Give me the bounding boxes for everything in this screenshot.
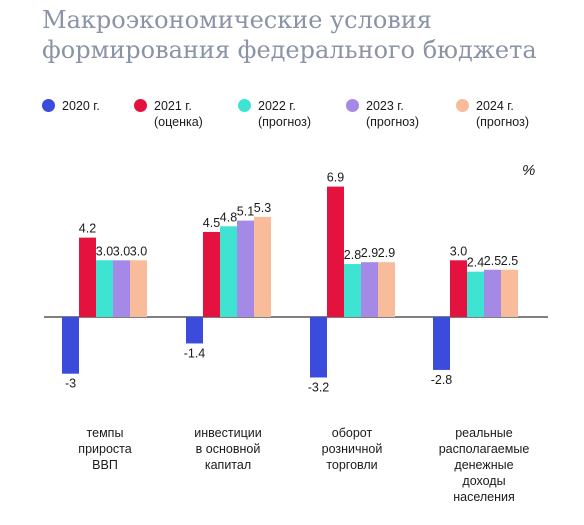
legend-label-2022: 2022 г. (прогноз): [258, 99, 312, 129]
value-label-2024-cat-0: 3.0: [130, 244, 147, 258]
value-label-2022-cat-2: 2.8: [344, 248, 361, 262]
value-label-2021-cat-1: 4.5: [203, 216, 220, 230]
bar-2022-cat-1: [220, 226, 237, 317]
bar-2021-cat-3: [450, 260, 467, 317]
bar-2024-cat-2: [378, 262, 395, 317]
category-label-3: реальные располагаемые денежные доходы н…: [438, 426, 530, 504]
value-label-2020-cat-0: -3: [65, 377, 76, 391]
value-label-2021-cat-0: 4.2: [79, 222, 96, 236]
value-label-2021-cat-3: 3.0: [450, 244, 467, 258]
bar-2022-cat-3: [467, 271, 484, 317]
legend-label-2021: 2021 г. (оценка): [154, 99, 203, 129]
bar-2021-cat-1: [203, 231, 220, 317]
value-label-2021-cat-2: 6.9: [327, 171, 344, 185]
legend-swatch-2020: [42, 99, 55, 112]
value-label-2023-cat-0: 3.0: [113, 244, 130, 258]
value-label-2022-cat-3: 2.4: [467, 256, 484, 270]
legend-label-2020: 2020 г.: [62, 99, 100, 113]
legend-swatch-2022: [238, 99, 251, 112]
bar-2023-cat-3: [484, 269, 501, 317]
unit-label: %: [522, 162, 536, 179]
category-label-0: темпы прироста ВВП: [78, 426, 132, 472]
legend-swatch-2023: [346, 99, 359, 112]
value-label-2020-cat-2: -3.2: [308, 380, 330, 394]
value-label-2023-cat-3: 2.5: [484, 254, 501, 268]
bar-2020-cat-2: [310, 317, 327, 378]
bar-2023-cat-1: [237, 220, 254, 317]
bar-2024-cat-0: [130, 260, 147, 317]
bar-2021-cat-0: [79, 237, 96, 317]
legend-swatch-2024: [456, 99, 469, 112]
chart-title: Макроэкономические условия формирования …: [42, 6, 537, 64]
legend-label-2024: 2024 г. (прогноз): [476, 99, 530, 129]
bar-2023-cat-2: [361, 262, 378, 317]
value-label-2020-cat-1: -1.4: [184, 346, 206, 360]
bar-2020-cat-1: [186, 317, 203, 344]
value-label-2020-cat-3: -2.8: [431, 373, 453, 387]
bar-2020-cat-0: [62, 317, 79, 374]
bar-2023-cat-0: [113, 260, 130, 317]
legend-swatch-2021: [134, 99, 147, 112]
bar-2020-cat-3: [433, 317, 450, 370]
value-label-2022-cat-1: 4.8: [220, 210, 237, 224]
value-label-2024-cat-2: 2.9: [378, 246, 395, 260]
value-label-2024-cat-3: 2.5: [501, 254, 518, 268]
value-label-2023-cat-1: 5.1: [237, 205, 254, 219]
bar-2022-cat-2: [344, 264, 361, 317]
legend-label-2023: 2023 г. (прогноз): [366, 99, 420, 129]
bar-2022-cat-0: [96, 260, 113, 317]
bar-2024-cat-1: [254, 216, 271, 317]
bar-2021-cat-2: [327, 186, 344, 317]
value-label-2022-cat-0: 3.0: [96, 244, 113, 258]
category-label-1: инвестиции в основной капитал: [194, 426, 262, 472]
value-label-2023-cat-2: 2.9: [361, 246, 378, 260]
value-label-2024-cat-1: 5.3: [254, 201, 271, 215]
category-label-2: оборот розничной торговли: [321, 426, 383, 472]
bar-2024-cat-3: [501, 269, 518, 317]
